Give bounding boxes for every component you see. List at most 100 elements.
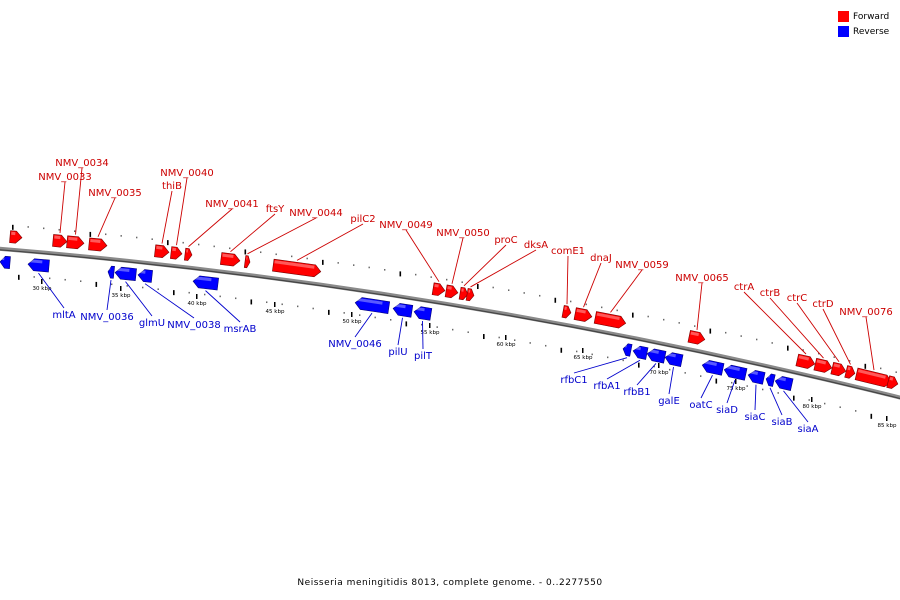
tick-bottom (870, 413, 873, 419)
legend-reverse-swatch (838, 26, 849, 37)
forward-gene-shape (886, 375, 899, 389)
forward-gene-shape (593, 311, 627, 329)
forward-gene-shape (9, 230, 23, 244)
tick-top (508, 289, 510, 291)
reverse-gene-label: NMV_0036 (80, 312, 133, 323)
tick-bottom (142, 286, 144, 289)
reverse-gene-highlight (356, 297, 383, 305)
reverse-gene-highlight (776, 376, 787, 382)
forward-gene-shape (573, 307, 593, 322)
tick-bottom (33, 276, 35, 278)
reverse-gene-highlight (648, 348, 659, 354)
forward-gene-shape (458, 286, 469, 301)
tick-top (151, 238, 153, 240)
forward-gene-shape (52, 234, 68, 248)
reverse-leader (700, 375, 713, 399)
tick-bottom (498, 336, 500, 339)
reverse-gene-label: siaD (716, 405, 738, 416)
tick-bottom (328, 309, 330, 315)
forward-gene-highlight (156, 245, 163, 250)
tick-top (260, 251, 262, 254)
reverse-gene (774, 376, 794, 391)
tick-bottom (855, 410, 857, 412)
scale-tick (811, 397, 813, 402)
scale-label: 75 kbp (727, 386, 746, 392)
forward-gene (272, 258, 322, 278)
tick-top (570, 300, 572, 303)
forward-gene-highlight (447, 286, 452, 290)
forward-gene-highlight (90, 238, 101, 243)
reverse-gene (646, 348, 667, 364)
tick-bottom (374, 316, 376, 319)
scale-tick (41, 279, 43, 284)
forward-gene-label: NMV_0041 (205, 199, 258, 210)
tick-bottom (421, 323, 423, 326)
tick-bottom (560, 347, 563, 353)
tick-bottom (824, 402, 826, 405)
reverse-gene-label: galE (658, 396, 680, 407)
forward-gene-label: NMV_0049 (379, 220, 432, 231)
reverse-leader (573, 357, 628, 374)
tick-top (182, 241, 184, 244)
tick-bottom (700, 375, 702, 377)
forward-leader (405, 229, 440, 282)
legend-forward-label: Forward (853, 11, 890, 22)
forward-gene-shape (465, 288, 475, 302)
forward-gene (170, 246, 183, 260)
forward-gene (431, 282, 446, 296)
scale-tick (351, 312, 353, 317)
reverse-gene-highlight (109, 266, 111, 270)
tick-bottom (157, 288, 159, 290)
forward-leader (470, 249, 537, 288)
forward-gene-highlight (54, 235, 61, 240)
reverse-gene-label: rfbA1 (593, 381, 620, 392)
forward-gene-shape (444, 284, 459, 299)
forward-gene-label: NMV_0059 (615, 260, 668, 271)
forward-gene-highlight (222, 253, 234, 258)
tick-top (353, 264, 355, 266)
tick-bottom (219, 295, 221, 298)
reverse-gene (392, 303, 414, 318)
forward-gene-highlight (468, 289, 471, 293)
tick-bottom (80, 280, 82, 283)
reverse-gene-label: glmU (139, 318, 165, 329)
tick-top (120, 235, 122, 237)
forward-gene (183, 247, 193, 261)
forward-gene (465, 288, 475, 302)
forward-gene-label: ctrB (760, 288, 781, 299)
tick-bottom (49, 277, 51, 280)
forward-leader (865, 316, 875, 371)
tick-bottom (126, 285, 128, 287)
gene-labels: NMV_0034 NMV_0033 NMV_0035 thiB NMV_0040 NMV_… (38, 158, 892, 435)
forward-gene (573, 307, 593, 322)
tick-bottom (204, 293, 206, 296)
reverse-gene (114, 266, 137, 281)
tick-bottom (483, 334, 485, 340)
forward-leader (97, 197, 116, 237)
tick-top (415, 273, 417, 276)
tick-bottom (622, 359, 624, 362)
scale-label: 65 kbp (574, 355, 593, 361)
tick-top (895, 371, 897, 373)
reverse-gene-highlight (139, 270, 146, 274)
forward-leader (161, 190, 173, 244)
forward-gene (9, 230, 23, 244)
scale-label: 70 kbp (650, 370, 669, 376)
forward-gene-label: NMV_0044 (289, 208, 342, 219)
tick-top (198, 243, 200, 246)
tick-top (43, 227, 45, 230)
tick-top (322, 259, 324, 265)
forward-gene (830, 361, 847, 377)
reverse-gene-shape (114, 266, 137, 281)
tick-bottom (436, 326, 438, 328)
legend-forward-swatch (838, 11, 849, 22)
forward-gene (52, 234, 68, 248)
reverse-gene (354, 297, 391, 314)
tick-bottom (95, 281, 98, 287)
tick-top (461, 281, 463, 284)
tick-bottom (235, 297, 237, 300)
forward-gene-highlight (596, 312, 620, 321)
reverse-leader (668, 366, 674, 395)
forward-gene-shape (844, 365, 856, 379)
forward-leader (566, 255, 569, 305)
